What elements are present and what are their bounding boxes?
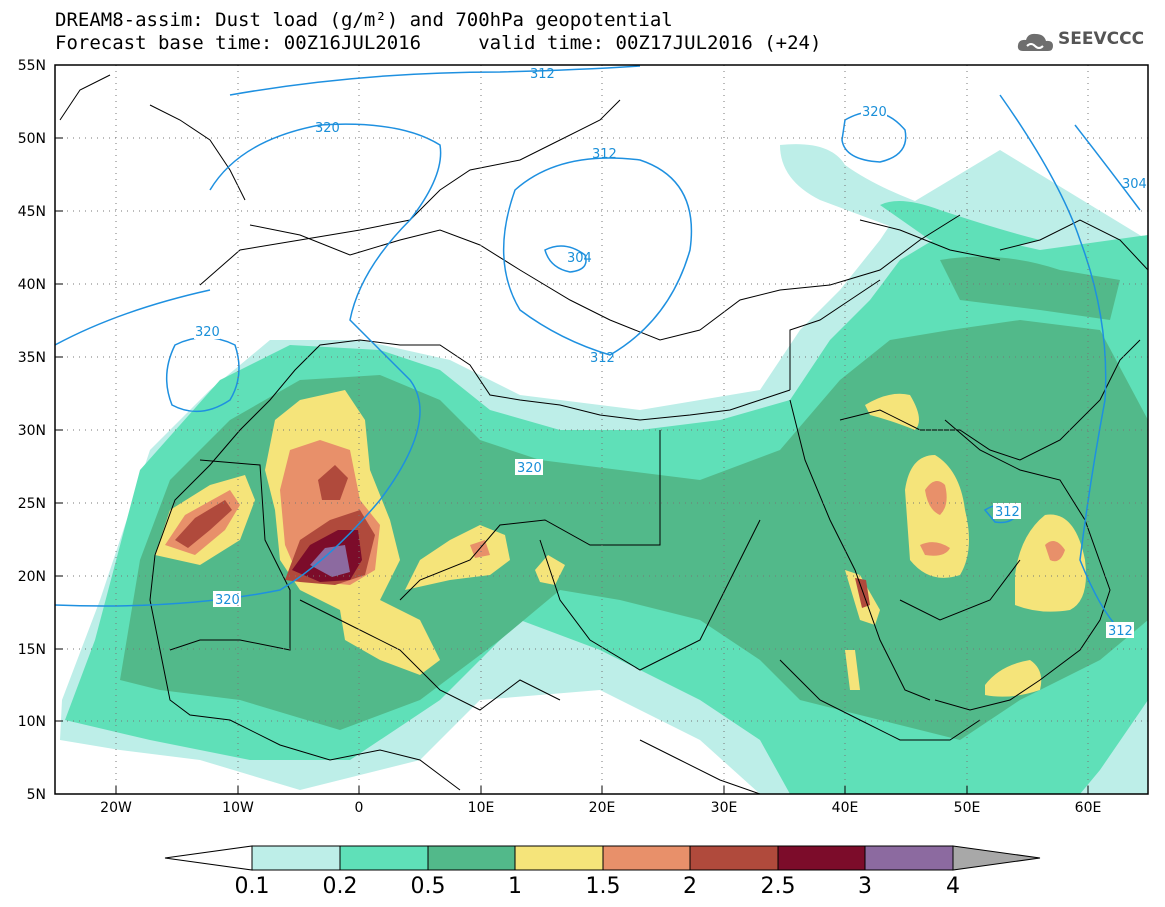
- lat-label: 5N: [27, 787, 46, 803]
- colorbar-low-arrow: [164, 845, 253, 871]
- contour-label: 320: [195, 325, 220, 340]
- dust-level-yellow-arabian-sea: [985, 660, 1042, 697]
- contour-label: 312: [590, 351, 615, 366]
- lon-label: 30E: [711, 800, 738, 816]
- colorbar-high-arrow: [952, 845, 1041, 871]
- latitude-labels: 55N 50N 45N 40N 35N 30N 25N 20N 15N 10N …: [18, 58, 46, 803]
- colorbar-label: 0.2: [323, 874, 358, 899]
- contour-304-east: [1074, 124, 1141, 211]
- contour-label: 312: [530, 67, 555, 82]
- colorbar-label: 1: [508, 874, 522, 899]
- lon-label: 10W: [222, 800, 254, 816]
- dust-level-mid-east: [940, 256, 1120, 320]
- colorbar-box: [427, 845, 516, 871]
- colorbar-label: 2.5: [761, 874, 796, 899]
- colorbar-box: [339, 845, 429, 871]
- lon-label: 10E: [468, 800, 495, 816]
- colorbar-label: 0.1: [235, 874, 270, 899]
- colorbar-box: [602, 845, 691, 871]
- forecast-times: Forecast base time: 00Z16JUL2016 valid t…: [55, 32, 822, 54]
- colorbar-labels: 0.1 0.2 0.5 1 1.5 2 2.5 3 4: [235, 874, 961, 899]
- contour-label: 312: [1108, 624, 1133, 639]
- lat-label: 10N: [18, 714, 46, 730]
- contour-320-west-edge: [55, 289, 211, 346]
- dust-level-yellow-oman: [1015, 514, 1086, 612]
- dust-level-orange-oman: [1045, 541, 1065, 562]
- contour-label: 304: [1122, 177, 1147, 192]
- coastlines: [59, 74, 1148, 794]
- lat-label: 50N: [18, 131, 46, 147]
- colorbar-box: [777, 845, 866, 871]
- geopotential-contours: [55, 65, 1141, 631]
- contour-312-balkans: [502, 157, 693, 356]
- colorbar-label: 2: [683, 874, 697, 899]
- lon-label: 50E: [954, 800, 981, 816]
- lat-label: 25N: [18, 496, 46, 512]
- lat-label: 55N: [18, 58, 46, 74]
- colorbar-label: 4: [946, 874, 960, 899]
- dust-level-yellow-saudi: [905, 455, 969, 578]
- dust-level-darkred-west: [175, 500, 232, 548]
- dust-level-yellow-iraq: [865, 393, 919, 430]
- map-title: DREAM8-assim: Dust load (g/m²) and 700hP…: [55, 9, 673, 31]
- lat-label: 15N: [18, 642, 46, 658]
- lat-label: 45N: [18, 204, 46, 220]
- cloud-logo-icon: [1017, 33, 1053, 51]
- contour-312-north: [229, 65, 641, 96]
- contour-label: 304: [567, 251, 592, 266]
- gridlines: [55, 65, 1148, 794]
- contour-label: 320: [315, 121, 340, 136]
- lon-label: 20E: [589, 800, 616, 816]
- contour-304-adriatic: [544, 245, 587, 273]
- colorbar: [164, 845, 1041, 871]
- dust-fields: [60, 144, 1148, 794]
- dust-level-yellow-ethiopia: [845, 650, 860, 690]
- contour-label: 320: [517, 461, 542, 476]
- lat-label: 20N: [18, 569, 46, 585]
- colorbar-box: [864, 845, 954, 871]
- colorbar-box: [514, 845, 604, 871]
- contour-label: 320: [862, 105, 887, 120]
- lon-label: 40E: [832, 800, 859, 816]
- lat-label: 35N: [18, 350, 46, 366]
- colorbar-label: 1.5: [586, 874, 621, 899]
- tick-marks: [55, 137, 1089, 794]
- lon-label: 60E: [1075, 800, 1102, 816]
- contour-label: 312: [995, 505, 1020, 520]
- lat-label: 40N: [18, 277, 46, 293]
- dust-level-orange-saudi-s: [920, 542, 950, 556]
- longitude-labels: 20W 10W 0 10E 20E 30E 40E 50E 60E: [100, 800, 1101, 816]
- colorbar-box: [251, 845, 341, 871]
- contour-label: 320: [215, 593, 240, 608]
- logo-text: SEEVCCC: [1058, 29, 1145, 49]
- dust-level-purple: [310, 545, 350, 577]
- contour-label: 312: [592, 147, 617, 162]
- contour-labels: 312 320 320 312 304 312 320 320 320 304 …: [194, 67, 1147, 639]
- dust-level-low-north: [880, 201, 1040, 250]
- colorbar-box: [689, 845, 779, 871]
- colorbar-label: 0.5: [411, 874, 446, 899]
- lat-label: 30N: [18, 423, 46, 439]
- dust-level-orange-saudi: [925, 481, 947, 515]
- lon-label: 20W: [100, 800, 132, 816]
- contour-312-east: [999, 94, 1121, 631]
- lon-label: 0: [355, 800, 364, 816]
- colorbar-label: 3: [858, 874, 872, 899]
- dust-level-darkred-north: [318, 465, 348, 500]
